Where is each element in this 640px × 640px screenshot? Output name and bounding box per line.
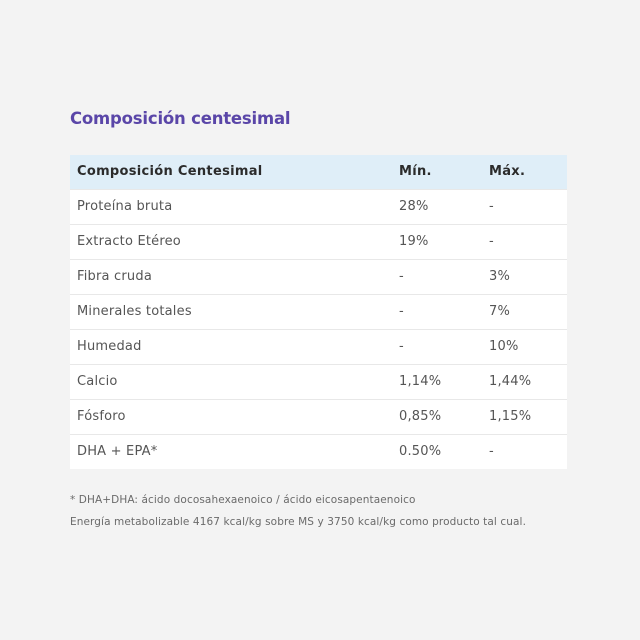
header-max: Máx. [489,164,526,180]
max-value: - [489,234,494,249]
nutrient-name: Humedad [77,339,142,354]
table-header-row: Composición Centesimal Mín. Máx. [70,155,567,189]
max-value: 3% [489,269,511,284]
table-row: Humedad - 10% [70,329,567,364]
header-min: Mín. [399,164,432,180]
header-composition: Composición Centesimal [77,164,263,180]
table-row: Fósforo 0,85% 1,15% [70,399,567,434]
nutrient-name: Calcio [77,374,118,389]
composition-table: Composición Centesimal Mín. Máx. Proteín… [70,155,567,469]
nutrient-name: Fósforo [77,409,126,424]
min-value: 0,85% [399,409,442,424]
max-value: 10% [489,339,519,354]
min-value: 19% [399,234,429,249]
max-value: - [489,199,494,214]
min-value: - [399,304,404,319]
nutrient-name: Extracto Etéreo [77,234,181,249]
energy-note: Energía metabolizable 4167 kcal/kg sobre… [70,516,527,528]
max-value: 1,15% [489,409,532,424]
min-value: 1,14% [399,374,442,389]
max-value: - [489,444,494,460]
table-row: Calcio 1,14% 1,44% [70,364,567,399]
dha-footnote: * DHA+DHA: ácido docosahexaenoico / ácid… [70,494,416,506]
table-row: Proteína bruta 28% - [70,189,567,224]
table-row: Extracto Etéreo 19% - [70,224,567,259]
table-row: DHA + EPA* 0.50% - [70,434,567,469]
section-title: Composición centesimal [70,109,291,128]
min-value: - [399,269,404,284]
max-value: 1,44% [489,374,532,389]
min-value: 0.50% [399,444,442,460]
min-value: 28% [399,199,429,214]
table-row: Minerales totales - 7% [70,294,567,329]
footnotes: * DHA+DHA: ácido docosahexaenoico / ácid… [70,489,526,533]
nutrient-name: Proteína bruta [77,199,173,214]
nutrient-name: Minerales totales [77,304,192,319]
max-value: 7% [489,304,511,319]
nutrient-name: DHA + EPA* [77,444,158,460]
min-value: - [399,339,404,354]
nutrient-name: Fibra cruda [77,269,152,284]
table-row: Fibra cruda - 3% [70,259,567,294]
